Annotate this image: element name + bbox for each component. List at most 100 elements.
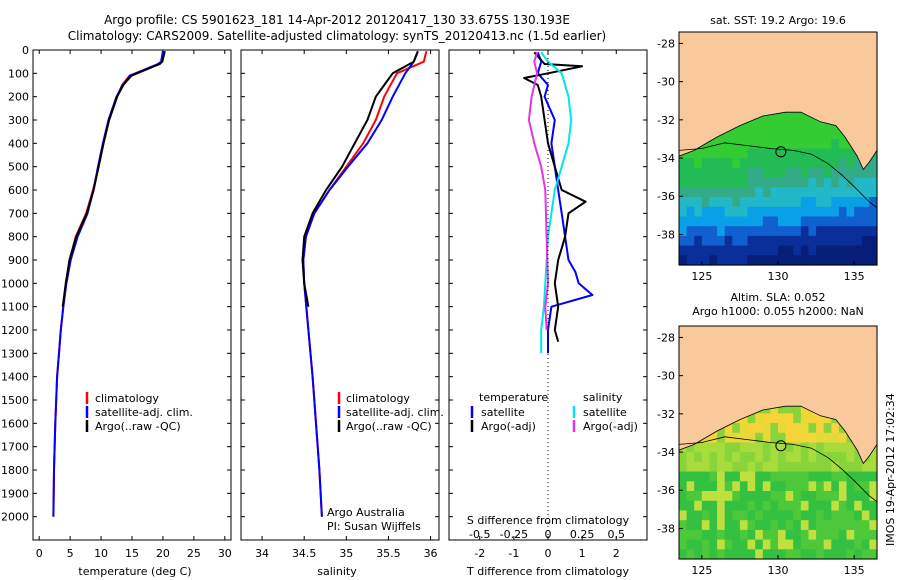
map-cell <box>861 216 870 227</box>
map-cell <box>846 245 855 256</box>
map-cell <box>838 432 848 444</box>
map-cell <box>732 129 741 140</box>
map-cell <box>762 471 771 482</box>
x-tick-label: 20 <box>156 547 170 560</box>
y-tick-label: 100 <box>8 67 29 80</box>
map-cell <box>709 510 718 521</box>
x-tick-label: 30 <box>218 547 232 560</box>
map-cell <box>816 423 825 434</box>
map-cell <box>770 491 779 502</box>
map-cell <box>686 216 695 227</box>
map-cell <box>724 148 733 159</box>
y-tick-label: 1200 <box>1 324 29 337</box>
map-cell <box>717 187 726 198</box>
map-cell <box>854 235 863 247</box>
map-cell <box>831 471 840 482</box>
legend-label-temp-argo: Argo(-adj) <box>481 420 536 433</box>
map-cell <box>709 206 718 218</box>
map-y-tick-label: -36 <box>657 484 675 497</box>
map-cell <box>869 255 878 266</box>
map-cell <box>732 235 741 247</box>
map-cell <box>724 235 733 247</box>
map-cell <box>717 539 726 550</box>
map-cell <box>838 158 848 169</box>
map-cell <box>823 510 832 521</box>
map-cell <box>800 471 809 482</box>
map-cell <box>709 539 718 550</box>
map-cell <box>755 245 764 256</box>
map-cell <box>831 129 840 140</box>
map-cell <box>823 539 832 550</box>
map-cell <box>694 529 703 541</box>
y-tick-label: 1100 <box>1 301 29 314</box>
map-cell <box>800 158 809 169</box>
map-cell <box>709 549 718 560</box>
map-cell <box>709 216 718 227</box>
map-cell <box>800 235 809 247</box>
map-cell <box>709 138 718 150</box>
map-cell <box>732 423 741 434</box>
map-cell <box>838 226 848 237</box>
map-cell <box>778 138 787 150</box>
map-cell <box>724 520 733 531</box>
map-cell <box>800 423 809 434</box>
map-cell <box>747 138 756 150</box>
map-cell <box>823 235 832 247</box>
map-cell <box>732 187 741 198</box>
map-cell <box>816 549 825 560</box>
map-cell <box>747 226 756 237</box>
map-y-tick-label: -34 <box>657 152 675 165</box>
map-cell <box>778 423 787 434</box>
map-cell <box>831 177 840 188</box>
map-cell <box>770 423 779 434</box>
map-cell <box>686 539 695 550</box>
map-x-tick-label: 125 <box>691 270 712 283</box>
map-cell <box>778 158 787 169</box>
map-cell <box>823 245 832 256</box>
map-cell <box>762 197 771 208</box>
map-cell <box>816 491 825 502</box>
map-cell <box>724 500 733 512</box>
map-cell <box>694 481 703 492</box>
map-cell <box>709 197 718 208</box>
map-cell <box>808 197 817 208</box>
map-cell <box>861 245 870 256</box>
map-cell <box>816 129 825 140</box>
map-cell <box>846 461 855 473</box>
map-cell <box>709 481 718 492</box>
map-cell <box>785 500 794 512</box>
map-cell <box>739 471 749 482</box>
map-cell <box>686 529 695 541</box>
map-cell <box>732 226 741 237</box>
map-cell <box>816 471 825 482</box>
map-cell <box>755 529 764 541</box>
map-cell <box>808 461 817 473</box>
map-cell <box>755 255 764 266</box>
map-cell <box>755 461 764 473</box>
legend-label-satellite: satellite-adj. clim. <box>95 406 193 419</box>
map-cell <box>686 245 695 256</box>
map-cell <box>701 255 710 266</box>
map-x-tick-label: 130 <box>768 270 789 283</box>
map-cell <box>739 461 749 473</box>
map-cell <box>755 148 764 159</box>
difference-top-axis-label: S difference from climatology <box>467 514 630 527</box>
map-cell <box>808 520 817 531</box>
map-cell <box>869 235 878 247</box>
map-cell <box>724 481 733 492</box>
map-cell <box>838 216 848 227</box>
map-cell <box>686 510 695 521</box>
map-cell <box>701 197 710 208</box>
map-cell <box>785 471 794 482</box>
map-cell <box>808 138 817 150</box>
map-cell <box>808 452 817 463</box>
map-cell <box>755 510 764 521</box>
map-cell <box>838 461 848 473</box>
map-cell <box>724 216 733 227</box>
map-cell <box>778 187 787 198</box>
map-x-tick-label: 130 <box>768 564 789 577</box>
map-cell <box>679 491 688 502</box>
map-cell <box>854 510 863 521</box>
map-cell <box>739 138 749 150</box>
map-cell <box>755 442 764 453</box>
